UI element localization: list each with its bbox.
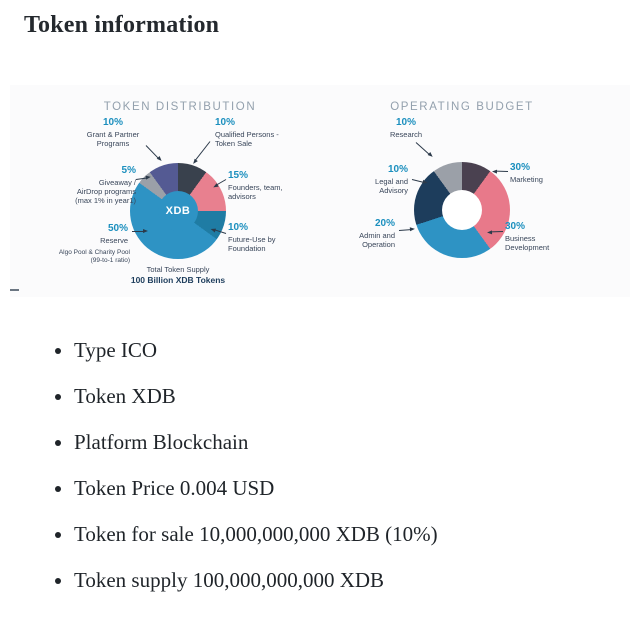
pointer-arrow: [398, 229, 412, 231]
list-item: Token Price 0.004 USD: [74, 476, 438, 501]
list-item: Platform Blockchain: [74, 430, 438, 455]
list-item: Token supply 100,000,000,000 XDB: [74, 568, 438, 593]
segment-label-future-use: 10% Future-Use by Foundation: [228, 222, 276, 253]
segment-label-marketing: 30% Marketing: [510, 162, 543, 184]
stray-dash: [10, 289, 19, 291]
list-item: Type ICO: [74, 338, 438, 363]
token-info-list: Type ICO Token XDB Platform Blockchain T…: [50, 338, 438, 614]
segment-label-grant-partner: 10% Grant & Partner Programs: [86, 117, 140, 148]
token-charts-figure: TOKEN DISTRIBUTION XDB 10% Grant & Partn…: [10, 85, 630, 297]
segment-label-legal: 10% Legal and Advisory: [375, 164, 408, 195]
pointer-arrow: [495, 170, 509, 172]
pointer-arrow: [415, 142, 430, 155]
segment-label-reserve: 50% Reserve: [100, 223, 128, 245]
page-title: Token information: [24, 12, 220, 38]
chart-title-operating-budget: OPERATING BUDGET: [390, 101, 534, 113]
pointer-arrow: [216, 179, 227, 186]
segment-label-founders: 15% Founders, team, advisors: [228, 170, 283, 201]
list-item: Token for sale 10,000,000,000 XDB (10%): [74, 522, 438, 547]
pointer-arrow: [411, 179, 424, 183]
donut-center: [442, 190, 482, 230]
donut-center-label: XDB: [165, 205, 191, 217]
operating-budget-donut-chart: [414, 162, 510, 258]
segment-label-giveaway: 5% Giveaway / AirDrop programs (max 1% i…: [75, 165, 136, 206]
token-distribution-donut-chart: XDB: [130, 163, 226, 259]
chart-title-token-distribution: TOKEN DISTRIBUTION: [103, 101, 257, 113]
total-supply-note: Total Token Supply 100 Billion XDB Token…: [130, 265, 226, 285]
segment-label-business-development: 30% Business Development: [505, 221, 550, 252]
reserve-note: Algo Pool & Charity Pool (99-to-1 ratio): [58, 249, 130, 265]
segment-label-qualified-persons: 10% Qualified Persons - Token Sale: [215, 117, 279, 148]
donut-center: XDB: [158, 191, 198, 231]
pointer-arrow: [132, 228, 148, 233]
segment-label-research: 10% Research: [389, 117, 423, 139]
pointer-arrow: [194, 141, 211, 161]
segment-label-admin: 20% Admin and Operation: [359, 218, 395, 249]
list-item: Token XDB: [74, 384, 438, 409]
